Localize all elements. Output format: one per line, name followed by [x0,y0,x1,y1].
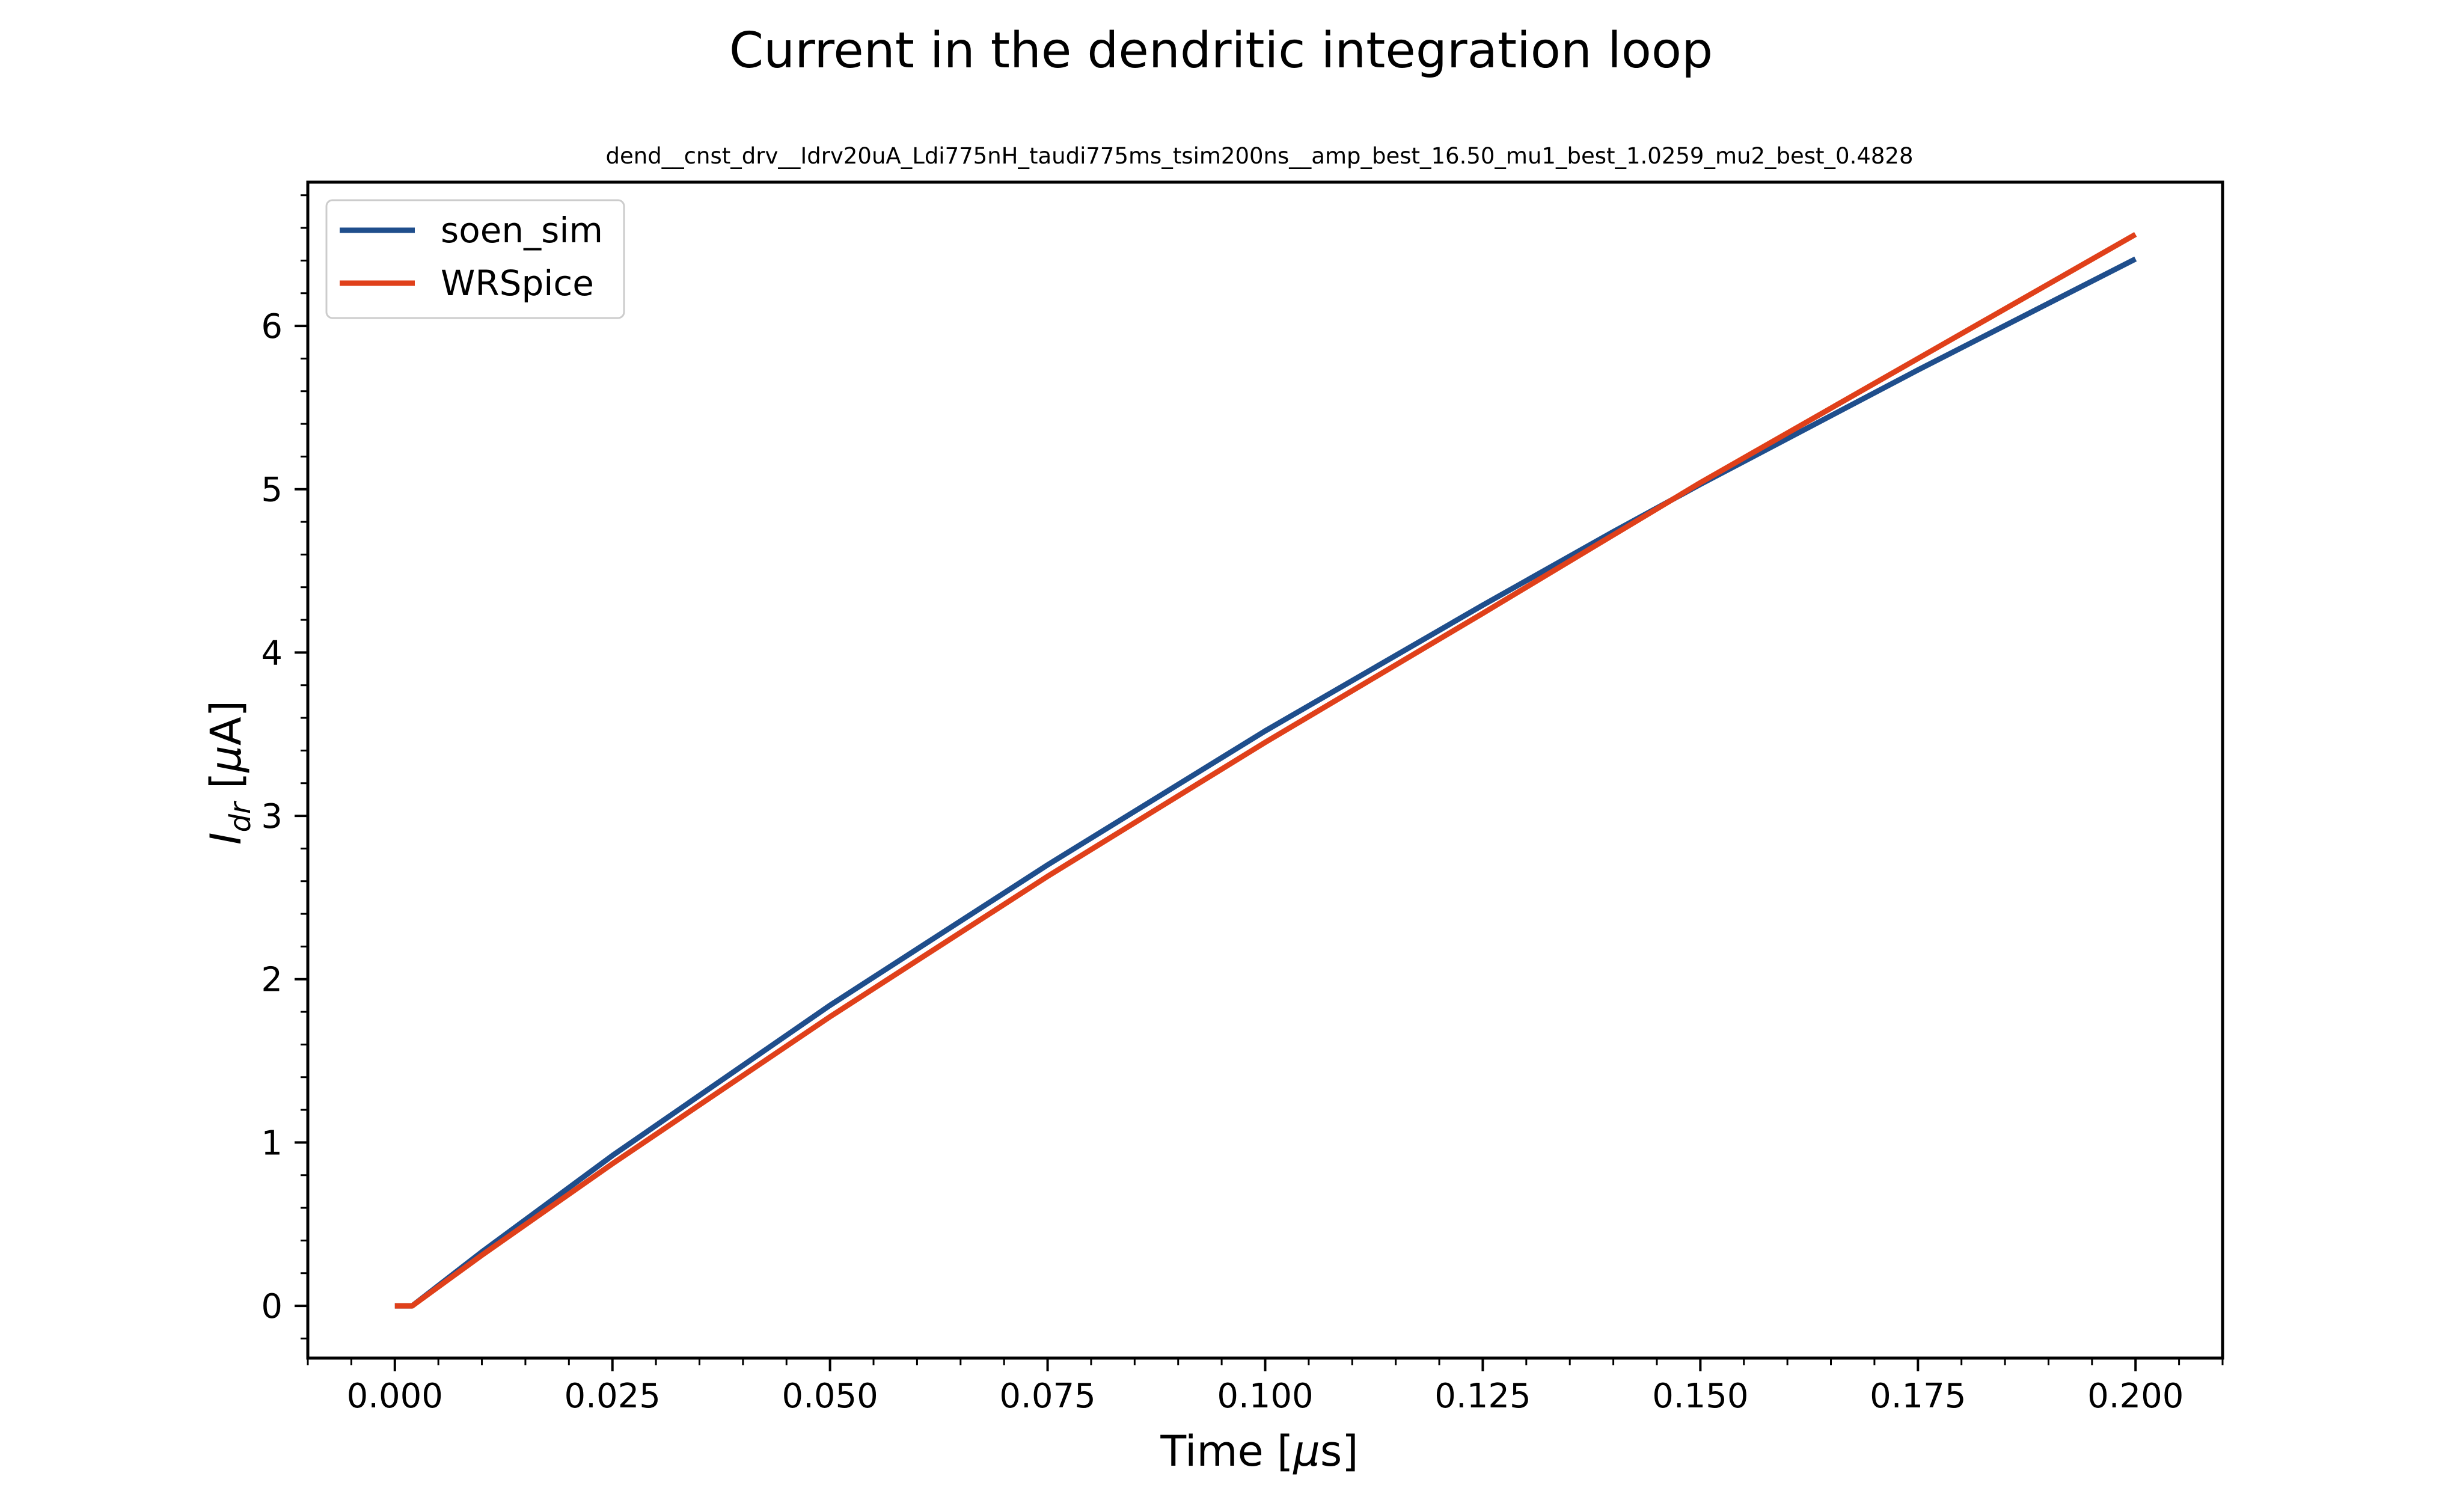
legend-label: WRSpice [441,263,594,304]
chart-subtitle: dend__cnst_drv__Idrv20uA_Ldi775nH_taudi7… [606,143,1914,169]
x-tick-label: 0.175 [1870,1377,1966,1416]
x-tick-label: 0.000 [347,1377,443,1416]
y-tick-label: 1 [261,1124,283,1163]
series-layer [394,231,2137,1309]
y-axis-ticks: 0 1 2 3 4 5 6 [261,194,308,1339]
y-tick-label: 6 [261,307,283,346]
x-tick-label: 0.050 [782,1377,878,1416]
y-tick-label: 3 [261,797,283,836]
x-tick-label: 0.025 [565,1377,661,1416]
x-axis-label: Time [μs] [1160,1427,1358,1476]
y-tick-label: 5 [261,471,283,510]
x-tick-label: 0.075 [999,1377,1095,1416]
plot-frame [306,180,2224,1360]
x-axis-ticks: 0.000 0.025 0.050 0.075 0.100 0.125 0.150 0.175… [307,1358,2224,1416]
legend: soen_sim WRSpice [325,199,625,319]
chart-title: Current in the dendritic integration loo… [729,22,1713,79]
y-tick-label: 4 [261,634,283,673]
x-tick-label: 0.100 [1217,1377,1313,1416]
y-tick-label: 2 [261,961,283,1000]
x-tick-label: 0.150 [1652,1377,1748,1416]
x-tick-label: 0.125 [1434,1377,1531,1416]
series-line-wrspice [394,231,2137,1309]
y-tick-label: 0 [261,1287,283,1326]
y-axis-label: Idr [μA] [201,700,257,845]
legend-label: soen_sim [441,210,603,251]
x-tick-label: 0.200 [2087,1377,2183,1416]
